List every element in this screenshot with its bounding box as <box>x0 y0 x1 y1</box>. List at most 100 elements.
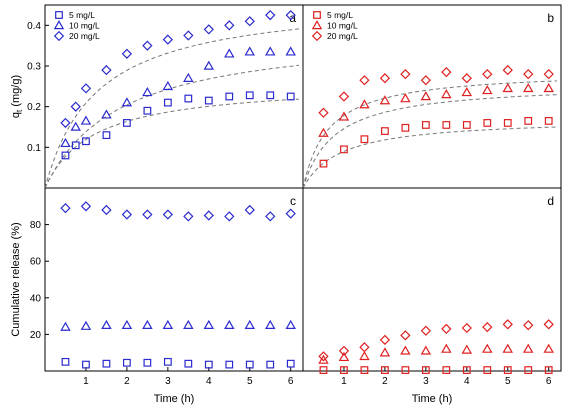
x-axis-title: Time (h) <box>412 393 453 405</box>
series-20-mg-L <box>60 201 296 222</box>
data-point <box>338 345 350 357</box>
data-point <box>204 96 213 105</box>
y-tick-label: 60 <box>30 257 42 268</box>
panel-d: 1 2 3 4 5 6 Time (h) d <box>302 187 562 405</box>
legend-marker <box>313 11 321 19</box>
data-point <box>203 319 215 329</box>
data-point <box>265 319 276 329</box>
data-point <box>400 93 411 103</box>
data-point <box>224 48 235 58</box>
data-point <box>543 343 554 353</box>
series-10-mg-L <box>60 319 296 331</box>
data-point <box>163 357 172 366</box>
data-point <box>244 46 255 56</box>
data-point <box>265 10 276 21</box>
fit-curve <box>44 64 299 189</box>
data-point <box>421 366 430 374</box>
data-point <box>462 121 471 129</box>
series-5-mg-L <box>61 357 295 369</box>
data-point <box>102 131 111 140</box>
data-point <box>482 343 493 353</box>
data-point <box>543 319 554 330</box>
legend-marker <box>53 20 65 30</box>
data-point <box>162 319 174 329</box>
data-point <box>502 64 513 76</box>
data-point <box>204 360 213 369</box>
data-point <box>502 343 513 353</box>
x-tick-label: 6 <box>288 376 294 387</box>
panel-b: b 5 mg/L10 mg/L20 mg/L <box>302 4 562 189</box>
legend-label: 10 mg/L <box>327 21 358 31</box>
data-point <box>162 34 174 45</box>
data-point <box>244 16 255 27</box>
panel-c: 20 40 60 80 1 2 3 4 5 6 Time (h) Cumulative release… <box>10 187 304 405</box>
data-point <box>319 159 328 168</box>
y-axis-title: qt (mg/g) <box>10 75 24 118</box>
data-point <box>401 123 410 132</box>
data-point <box>245 91 254 100</box>
series-5-mg-L <box>61 91 295 160</box>
data-point <box>379 73 391 84</box>
legend-label: 10 mg/L <box>69 21 100 31</box>
x-axis-title: Time (h) <box>154 393 195 405</box>
data-point <box>318 107 329 118</box>
data-point <box>400 345 411 355</box>
data-point <box>338 91 350 102</box>
data-point <box>80 115 92 125</box>
data-point <box>523 68 534 80</box>
data-point <box>266 91 275 100</box>
data-point <box>123 358 131 367</box>
data-point <box>461 344 473 354</box>
series-10-mg-L <box>318 82 554 137</box>
data-point <box>359 350 370 361</box>
data-point <box>441 343 452 353</box>
x-tick-label: 4 <box>464 376 470 387</box>
data-point <box>502 82 513 93</box>
data-point <box>441 323 452 335</box>
data-point <box>400 330 411 341</box>
data-point <box>203 210 214 221</box>
data-point <box>183 319 194 329</box>
data-point <box>142 87 153 97</box>
data-point <box>523 343 534 353</box>
data-point <box>461 73 472 84</box>
data-point <box>121 48 133 59</box>
data-point <box>360 366 369 374</box>
data-point <box>121 209 133 220</box>
data-point <box>441 89 452 99</box>
data-point <box>70 101 81 112</box>
data-point <box>338 351 350 362</box>
series-20-mg-L <box>60 10 296 129</box>
data-point <box>183 211 194 222</box>
panel-frame <box>44 187 304 372</box>
data-point <box>543 68 554 80</box>
data-point <box>82 137 90 146</box>
data-point <box>285 208 296 219</box>
data-point <box>265 211 276 222</box>
x-tick-label: 4 <box>206 376 212 387</box>
y-tick-label: 0.4 <box>27 21 41 32</box>
series-5-mg-L <box>319 116 553 168</box>
fit-curve <box>302 80 557 189</box>
x-tick-label: 3 <box>423 376 429 387</box>
y-tick-label: 80 <box>30 220 42 231</box>
data-point <box>71 141 80 150</box>
data-point <box>286 92 295 101</box>
legend-label: 5 mg/L <box>327 10 353 20</box>
legend-marker <box>311 30 323 42</box>
series-10-mg-L <box>318 343 554 364</box>
data-point <box>286 359 295 368</box>
series-20-mg-L <box>318 319 554 362</box>
data-point <box>482 321 493 333</box>
data-point <box>184 94 193 103</box>
data-point <box>184 359 193 368</box>
x-tick-label: 6 <box>546 376 552 387</box>
data-point <box>203 60 215 70</box>
legend-label: 20 mg/L <box>327 31 358 41</box>
data-point <box>123 119 131 127</box>
data-point <box>183 30 194 41</box>
data-point <box>420 345 432 355</box>
data-point <box>245 360 254 369</box>
data-point <box>285 319 296 329</box>
data-point <box>80 201 92 212</box>
